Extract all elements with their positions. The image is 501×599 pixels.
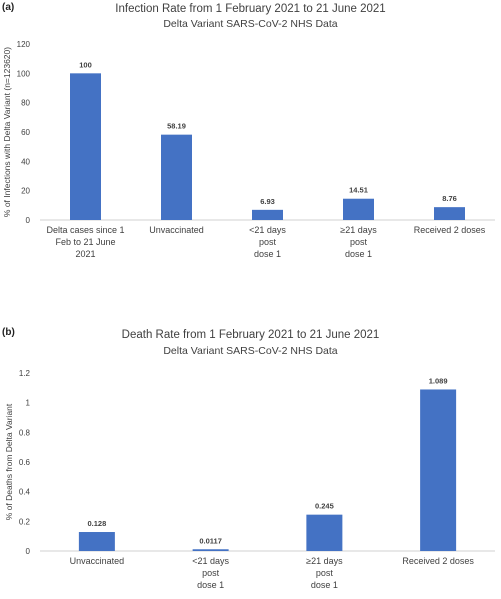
y-tick-label: 40	[21, 157, 30, 166]
chart-a-subtitle: Delta Variant SARS-CoV-2 NHS Data	[163, 18, 338, 30]
chart-b-title: Death Rate from 1 February 2021 to 21 Ju…	[121, 329, 380, 341]
x-tick-label: post	[259, 237, 277, 247]
y-tick-label: 20	[21, 187, 30, 196]
x-tick-label: Unvaccinated	[70, 556, 125, 566]
data-label: 1.089	[429, 376, 448, 385]
data-label: 0.245	[315, 502, 334, 511]
y-tick-label: 0.2	[19, 517, 31, 526]
x-tick-label: Received 2 doses	[414, 225, 486, 235]
y-tick-label: 60	[21, 128, 30, 137]
data-label: 14.51	[349, 186, 368, 195]
chart-a-plot: % of Infections with Delta Variant (n=12…	[2, 40, 495, 259]
y-tick-label: 0	[26, 216, 31, 225]
x-tick-label: post	[316, 568, 334, 578]
x-tick-label: dose 1	[197, 580, 224, 590]
chart-panel-a: (a) Infection Rate from 1 February 2021 …	[0, 0, 501, 295]
bar	[192, 549, 229, 551]
x-tick-label: post	[202, 568, 220, 578]
x-tick-label: <21 days	[249, 225, 286, 235]
data-label: 6.93	[260, 197, 275, 206]
x-tick-label: <21 days	[192, 556, 229, 566]
y-tick-label: 120	[17, 40, 31, 49]
y-axis-label: % of Deaths from Delta Variant	[4, 403, 14, 520]
chart-b-plot: % of Deaths from Delta Variant 0 0.2 0.4 0.6…	[4, 369, 495, 590]
data-label: 0.128	[87, 519, 106, 528]
chart-panel-b: (b) Death Rate from 1 February 2021 to 2…	[0, 325, 501, 599]
y-tick-label: 0.8	[19, 428, 31, 437]
y-axis-label: % of Infections with Delta Variant (n=12…	[2, 47, 12, 217]
y-tick-label: 1.2	[19, 369, 31, 378]
panel-label-a: (a)	[2, 2, 15, 13]
x-tick-label: Feb to 21 June	[55, 237, 115, 247]
bar	[70, 73, 101, 220]
x-tick-label: Delta cases since 1	[46, 225, 124, 235]
panel-label-b: (b)	[2, 327, 15, 338]
data-label: 0.0117	[199, 536, 222, 545]
x-tick-label: dose 1	[254, 249, 281, 259]
bar	[434, 207, 465, 220]
chart-b-subtitle: Delta Variant SARS-CoV-2 NHS Data	[163, 345, 338, 357]
y-tick-label: 0.4	[19, 488, 31, 497]
bar	[306, 514, 343, 551]
x-tick-label: Received 2 doses	[402, 556, 474, 566]
y-tick-label: 0.6	[19, 458, 31, 467]
x-tick-label: post	[350, 237, 368, 247]
y-tick-label: 1	[26, 399, 31, 408]
x-tick-label: dose 1	[345, 249, 372, 259]
bar	[252, 209, 283, 220]
bar	[161, 134, 192, 220]
y-tick-label: 0	[26, 547, 31, 556]
y-tick-label: 100	[17, 69, 31, 78]
bar	[343, 198, 374, 220]
bar	[78, 532, 115, 551]
x-tick-label: ≥21 days	[306, 556, 343, 566]
chart-a-title: Infection Rate from 1 February 2021 to 2…	[115, 3, 386, 15]
data-label: 58.19	[167, 122, 186, 131]
data-label: 8.76	[442, 194, 457, 203]
x-tick-label: Unvaccinated	[149, 225, 204, 235]
data-label: 100	[79, 60, 92, 69]
x-tick-label: 2021	[75, 249, 95, 259]
bar	[420, 389, 457, 551]
x-tick-label: ≥21 days	[340, 225, 377, 235]
x-tick-label: dose 1	[311, 580, 338, 590]
y-tick-label: 80	[21, 99, 30, 108]
